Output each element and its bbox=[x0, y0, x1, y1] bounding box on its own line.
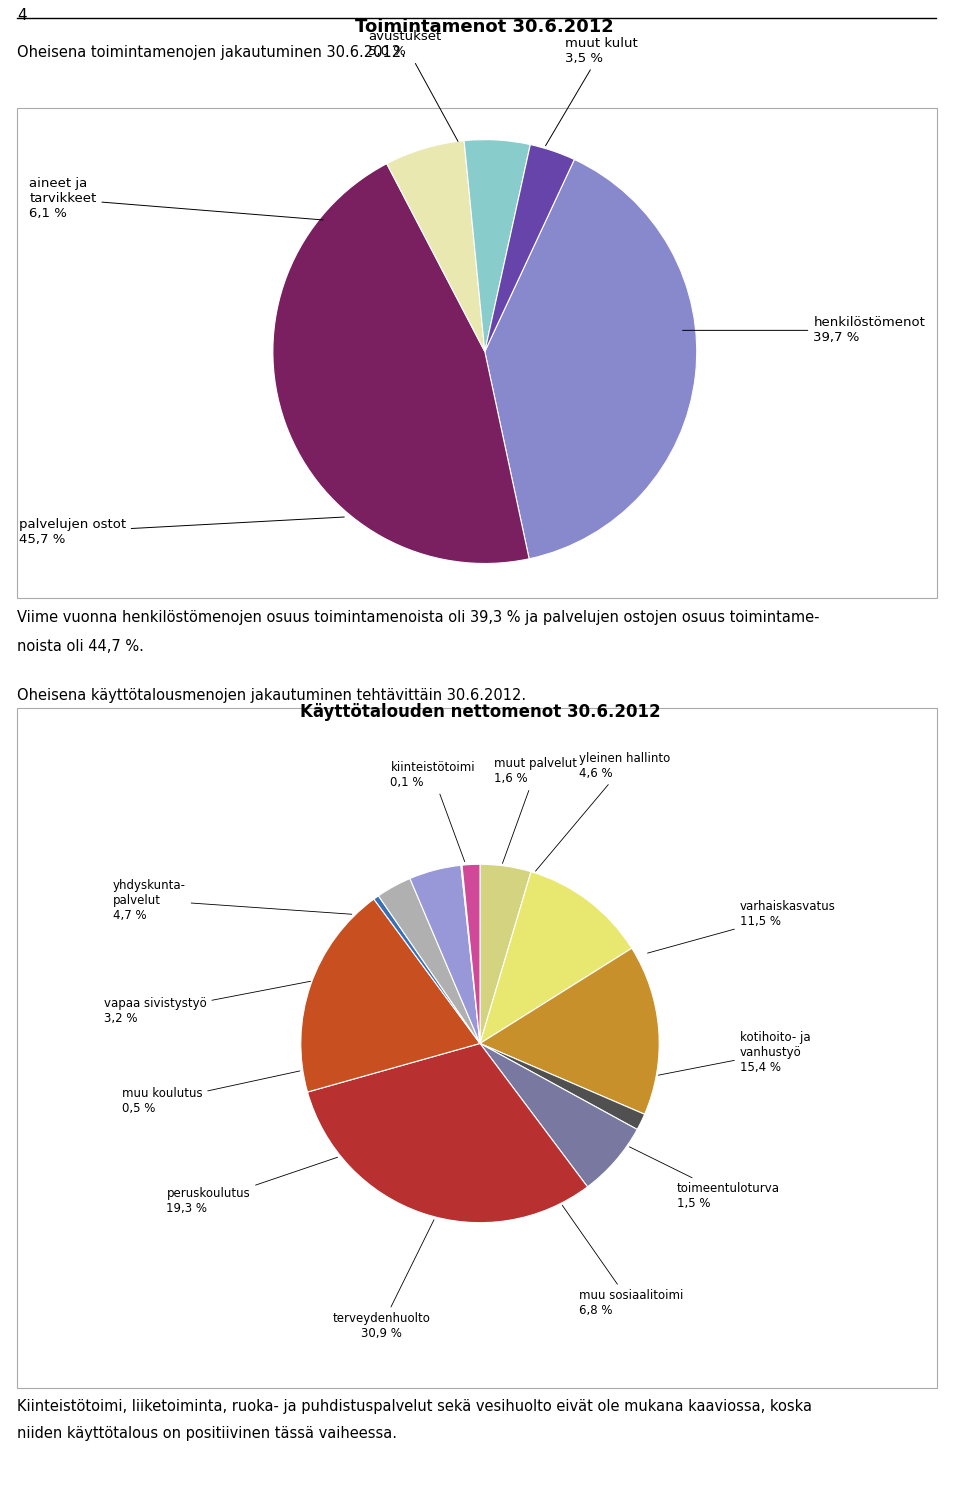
Wedge shape bbox=[387, 141, 485, 352]
Text: vapaa sivistystyö
3,2 %: vapaa sivistystyö 3,2 % bbox=[104, 981, 311, 1025]
Text: 4: 4 bbox=[17, 7, 27, 24]
Text: Kiinteistötoimi, liiketoiminta, ruoka- ja puhdistuspalvelut sekä vesihuolto eivä: Kiinteistötoimi, liiketoiminta, ruoka- j… bbox=[17, 1399, 812, 1414]
Text: Oheisena toimintamenojen jakautuminen 30.6.2012.: Oheisena toimintamenojen jakautuminen 30… bbox=[17, 45, 406, 60]
Text: terveydenhuolto
30,9 %: terveydenhuolto 30,9 % bbox=[332, 1219, 434, 1340]
Title: Käyttötalouden nettomenot 30.6.2012: Käyttötalouden nettomenot 30.6.2012 bbox=[300, 703, 660, 721]
Text: muut kulut
3,5 %: muut kulut 3,5 % bbox=[545, 36, 638, 145]
Wedge shape bbox=[480, 872, 632, 1044]
Text: muu sosiaalitoimi
6,8 %: muu sosiaalitoimi 6,8 % bbox=[563, 1206, 683, 1318]
Text: aineet ja
tarvikkeet
6,1 %: aineet ja tarvikkeet 6,1 % bbox=[29, 178, 324, 220]
Wedge shape bbox=[480, 948, 660, 1115]
Wedge shape bbox=[485, 145, 574, 352]
Text: Oheisena käyttötalousmenojen jakautuminen tehtävittäin 30.6.2012.: Oheisena käyttötalousmenojen jakautumine… bbox=[17, 688, 526, 703]
Wedge shape bbox=[485, 160, 697, 560]
Text: muu koulutus
0,5 %: muu koulutus 0,5 % bbox=[122, 1071, 300, 1115]
Wedge shape bbox=[480, 1044, 644, 1129]
Wedge shape bbox=[373, 896, 480, 1044]
Wedge shape bbox=[410, 865, 480, 1044]
Text: palvelujen ostot
45,7 %: palvelujen ostot 45,7 % bbox=[18, 518, 345, 546]
Wedge shape bbox=[462, 865, 480, 1044]
Text: noista oli 44,7 %.: noista oli 44,7 %. bbox=[17, 639, 144, 654]
Text: niiden käyttötalous on positiivinen tässä vaiheessa.: niiden käyttötalous on positiivinen täss… bbox=[17, 1426, 397, 1441]
Text: toimeentuloturva
1,5 %: toimeentuloturva 1,5 % bbox=[630, 1147, 780, 1210]
Text: kiinteistötoimi
0,1 %: kiinteistötoimi 0,1 % bbox=[391, 760, 475, 862]
Wedge shape bbox=[480, 1044, 637, 1186]
Text: peruskoulutus
19,3 %: peruskoulutus 19,3 % bbox=[166, 1158, 338, 1215]
Wedge shape bbox=[273, 163, 529, 564]
Text: varhaiskasvatus
11,5 %: varhaiskasvatus 11,5 % bbox=[648, 901, 836, 953]
Wedge shape bbox=[461, 865, 480, 1044]
Text: avustukset
5,0 %: avustukset 5,0 % bbox=[369, 30, 458, 142]
Title: Toimintamenot 30.6.2012: Toimintamenot 30.6.2012 bbox=[355, 18, 614, 36]
Wedge shape bbox=[480, 865, 531, 1044]
Wedge shape bbox=[378, 878, 480, 1044]
Text: muut palvelut
1,6 %: muut palvelut 1,6 % bbox=[494, 757, 577, 863]
Wedge shape bbox=[300, 899, 480, 1092]
Wedge shape bbox=[307, 1044, 588, 1222]
Text: yleinen hallinto
4,6 %: yleinen hallinto 4,6 % bbox=[536, 751, 670, 871]
Text: Viime vuonna henkilöstömenojen osuus toimintamenoista oli 39,3 % ja palvelujen o: Viime vuonna henkilöstömenojen osuus toi… bbox=[17, 610, 820, 625]
Wedge shape bbox=[464, 139, 530, 352]
Text: yhdyskunta-
palvelut
4,7 %: yhdyskunta- palvelut 4,7 % bbox=[112, 878, 351, 922]
Text: kotihoito- ja
vanhustyö
15,4 %: kotihoito- ja vanhustyö 15,4 % bbox=[659, 1031, 810, 1076]
Text: henkilöstömenot
39,7 %: henkilöstömenot 39,7 % bbox=[683, 316, 925, 344]
